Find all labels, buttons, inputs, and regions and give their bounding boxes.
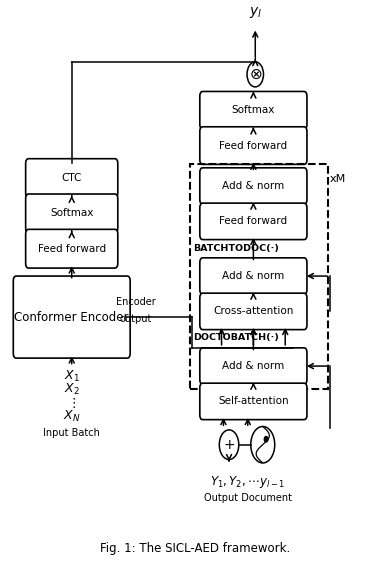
Text: $X_1$: $X_1$ [64,369,79,384]
Text: Add & norm: Add & norm [222,181,285,191]
Text: BATCHTODOC(·): BATCHTODOC(·) [194,244,279,253]
Text: Add & norm: Add & norm [222,361,285,371]
FancyBboxPatch shape [200,203,307,240]
Text: Output Document: Output Document [204,492,292,503]
Circle shape [258,448,261,453]
FancyBboxPatch shape [26,229,118,268]
Text: +: + [223,438,235,452]
Text: Softmax: Softmax [232,105,275,115]
Text: $\otimes$: $\otimes$ [248,67,262,82]
FancyBboxPatch shape [26,194,118,233]
Text: $Y_1, Y_2, \cdots y_{l-1}$: $Y_1, Y_2, \cdots y_{l-1}$ [210,473,285,490]
FancyBboxPatch shape [200,383,307,420]
Circle shape [264,437,268,442]
Text: Add & norm: Add & norm [222,271,285,281]
Text: Fig. 1: The SICL-AED framework.: Fig. 1: The SICL-AED framework. [100,543,290,555]
FancyBboxPatch shape [200,258,307,294]
Text: $X_N$: $X_N$ [63,408,80,424]
Text: DOCTOBATCH(·): DOCTOBATCH(·) [194,333,279,342]
FancyBboxPatch shape [26,159,118,198]
Text: Feed forward: Feed forward [219,217,288,226]
FancyBboxPatch shape [200,293,307,329]
Text: Self-attention: Self-attention [218,396,289,407]
Text: $X_2$: $X_2$ [64,382,79,397]
Text: CTC: CTC [61,173,82,183]
Text: $y_l$: $y_l$ [249,5,262,20]
Text: $\vdots$: $\vdots$ [67,396,76,410]
Text: Softmax: Softmax [50,209,93,218]
Text: Input Batch: Input Batch [43,429,100,438]
Text: output: output [119,314,152,324]
Text: Cross-attention: Cross-attention [213,306,294,316]
Text: Encoder: Encoder [116,297,155,307]
FancyBboxPatch shape [200,168,307,204]
Text: Conformer Encoder: Conformer Encoder [15,310,129,324]
FancyBboxPatch shape [13,276,130,358]
FancyBboxPatch shape [200,348,307,384]
FancyBboxPatch shape [200,127,307,164]
Text: xM: xM [329,173,346,184]
Text: Feed forward: Feed forward [38,244,106,253]
Text: Feed forward: Feed forward [219,141,288,150]
FancyBboxPatch shape [200,92,307,129]
